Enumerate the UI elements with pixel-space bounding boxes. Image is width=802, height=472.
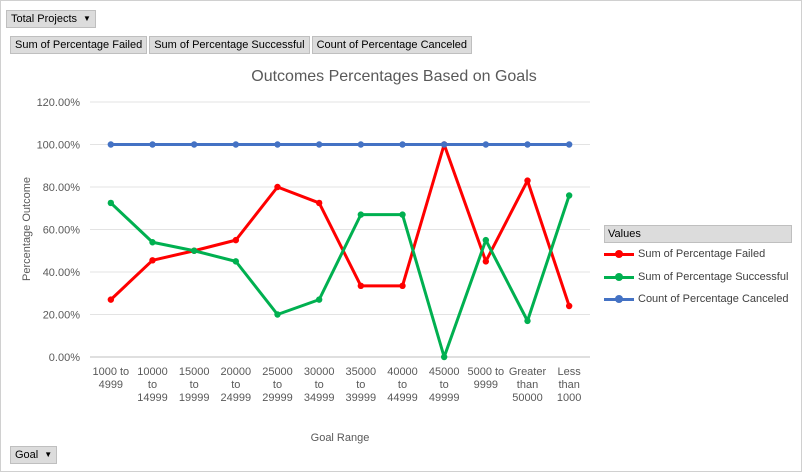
series-sum-of-percentage-failed-point bbox=[232, 236, 240, 244]
legend-title: Values bbox=[604, 225, 792, 243]
field-button-failed[interactable]: Sum of Percentage Failed bbox=[10, 36, 148, 54]
legend-swatch bbox=[604, 249, 634, 259]
series-count-of-percentage-canceled-point bbox=[274, 141, 281, 148]
series-count-of-percentage-canceled-point bbox=[524, 141, 531, 148]
x-tick-label: 20000 to 24999 bbox=[221, 366, 252, 404]
legend-label: Count of Percentage Canceled bbox=[638, 293, 789, 306]
series-sum-of-percentage-failed-point bbox=[565, 302, 573, 310]
series-sum-of-percentage-successful-point bbox=[107, 199, 115, 207]
series-sum-of-percentage-successful-point bbox=[232, 258, 240, 265]
legend-label: Sum of Percentage Failed bbox=[638, 248, 766, 261]
total-projects-filter-button[interactable]: Total Projects ▼ bbox=[6, 10, 96, 28]
chart-legend: Values Sum of Percentage Failed Sum of Pe… bbox=[604, 225, 792, 311]
y-tick-label: 60.00% bbox=[43, 225, 81, 237]
x-tick-label: 40000 to 44999 bbox=[387, 366, 418, 404]
series-sum-of-percentage-failed-line bbox=[109, 143, 571, 307]
series-count-of-percentage-canceled-point bbox=[482, 141, 490, 148]
series-count-of-percentage-canceled-point bbox=[107, 141, 115, 148]
legend-label: Sum of Percentage Successful bbox=[638, 270, 789, 283]
x-tick-label: 10000 to 14999 bbox=[137, 366, 168, 404]
chart-title: Outcomes Percentages Based on Goals bbox=[251, 68, 537, 85]
y-axis-title: Percentage Outcome bbox=[21, 177, 33, 281]
series-count-of-percentage-canceled-point bbox=[149, 141, 156, 148]
series-sum-of-percentage-failed-point bbox=[399, 282, 406, 290]
series-sum-of-percentage-successful-point bbox=[482, 236, 490, 244]
total-projects-filter-label: Total Projects bbox=[11, 13, 78, 25]
field-button-failed-label: Sum of Percentage Failed bbox=[15, 39, 143, 51]
field-button-successful[interactable]: Sum of Percentage Successful bbox=[149, 36, 310, 54]
legend-item: Sum of Percentage Successful bbox=[604, 266, 792, 289]
series-sum-of-percentage-failed-point bbox=[315, 199, 323, 207]
series-sum-of-percentage-failed-point bbox=[107, 296, 115, 303]
goal-axis-field-label: Goal bbox=[15, 449, 39, 461]
y-tick-label: 80.00% bbox=[43, 182, 81, 194]
series-sum-of-percentage-successful-point bbox=[149, 239, 156, 246]
series-sum-of-percentage-failed-point bbox=[357, 282, 365, 290]
series-sum-of-percentage-successful-point bbox=[190, 247, 198, 254]
legend-swatch bbox=[604, 272, 634, 282]
legend-item: Count of Percentage Canceled bbox=[604, 288, 792, 311]
series-sum-of-percentage-failed-point bbox=[524, 177, 531, 184]
series-count-of-percentage-canceled-point bbox=[440, 141, 448, 148]
series-sum-of-percentage-failed-point bbox=[274, 183, 281, 191]
series-count-of-percentage-canceled-point bbox=[399, 141, 406, 148]
goal-axis-field-button[interactable]: Goal ▼ bbox=[10, 446, 58, 464]
y-tick-label: 40.00% bbox=[43, 267, 81, 279]
series-sum-of-percentage-successful-point bbox=[565, 192, 573, 199]
series-count-of-percentage-canceled-point bbox=[357, 141, 365, 148]
series-count-of-percentage-canceled-point bbox=[565, 141, 573, 148]
series-sum-of-percentage-successful-line bbox=[109, 195, 571, 359]
x-tick-label: 30000 to 34999 bbox=[304, 366, 335, 404]
x-tick-label: 15000 to 19999 bbox=[179, 366, 210, 404]
x-tick-label: 5000 to 9999 bbox=[467, 366, 504, 391]
series-sum-of-percentage-failed-point bbox=[482, 258, 490, 265]
x-tick-label: Less than 1000 bbox=[557, 366, 581, 404]
y-tick-label: 100.00% bbox=[37, 140, 81, 152]
y-tick-label: 20.00% bbox=[43, 310, 81, 322]
x-tick-label: Greater than 50000 bbox=[509, 366, 547, 404]
x-axis-title: Goal Range bbox=[311, 432, 370, 444]
series-sum-of-percentage-successful-point bbox=[357, 211, 365, 218]
value-field-buttons: Sum of Percentage Failed Sum of Percenta… bbox=[10, 36, 473, 54]
series-sum-of-percentage-successful-point bbox=[440, 353, 448, 361]
series-count-of-percentage-canceled-point bbox=[315, 141, 323, 148]
series-sum-of-percentage-successful-point bbox=[399, 211, 406, 218]
legend-item: Sum of Percentage Failed bbox=[604, 243, 792, 266]
y-tick-label: 120.00% bbox=[37, 97, 81, 109]
y-tick-label: 0.00% bbox=[49, 352, 80, 364]
field-button-canceled[interactable]: Count of Percentage Canceled bbox=[311, 36, 473, 54]
series-count-of-percentage-canceled-point bbox=[232, 141, 240, 148]
series-sum-of-percentage-successful-point bbox=[524, 317, 531, 325]
field-button-successful-label: Sum of Percentage Successful bbox=[154, 39, 305, 51]
series-count-of-percentage-canceled-point bbox=[190, 141, 198, 148]
x-tick-label: 25000 to 29999 bbox=[262, 366, 293, 404]
x-tick-label: 45000 to 49999 bbox=[429, 366, 460, 404]
dropdown-arrow-icon: ▼ bbox=[44, 450, 53, 459]
x-tick-label: 1000 to 4999 bbox=[92, 366, 129, 391]
series-sum-of-percentage-successful-point bbox=[315, 296, 323, 303]
series-sum-of-percentage-failed-point bbox=[149, 257, 156, 264]
x-tick-label: 35000 to 39999 bbox=[346, 366, 377, 404]
field-button-canceled-label: Count of Percentage Canceled bbox=[316, 39, 468, 51]
dropdown-arrow-icon: ▼ bbox=[83, 14, 91, 23]
series-sum-of-percentage-successful-point bbox=[274, 311, 281, 318]
legend-swatch bbox=[604, 294, 634, 304]
